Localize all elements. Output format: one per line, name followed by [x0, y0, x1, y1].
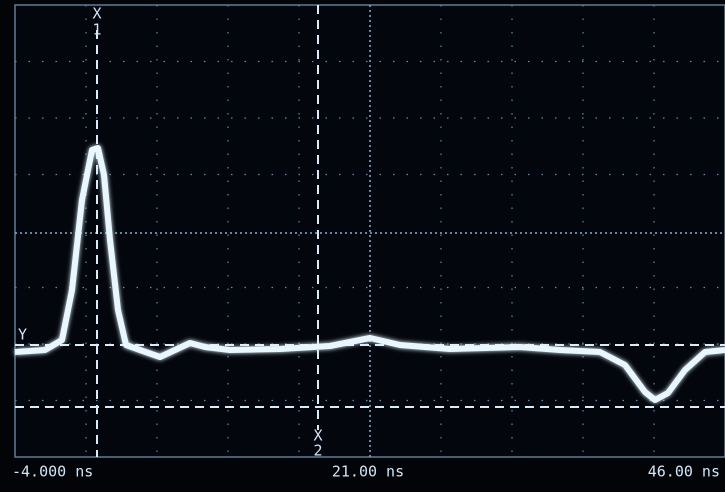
cursor-number: 2	[313, 442, 322, 460]
page: X 1 X 2 Y -4.000 ns 21.00 ns 46.00 ns ((…	[0, 0, 725, 492]
oscilloscope-screen: X 1 X 2 Y -4.000 ns 21.00 ns 46.00 ns	[0, 0, 725, 492]
time-label: 21.00 ns	[332, 463, 404, 481]
time-label: 46.00 ns	[648, 463, 720, 481]
time-label: -4.000 ns	[12, 463, 93, 481]
y-cursor-label: Y	[18, 326, 27, 344]
cursor-number: 1	[92, 21, 101, 39]
